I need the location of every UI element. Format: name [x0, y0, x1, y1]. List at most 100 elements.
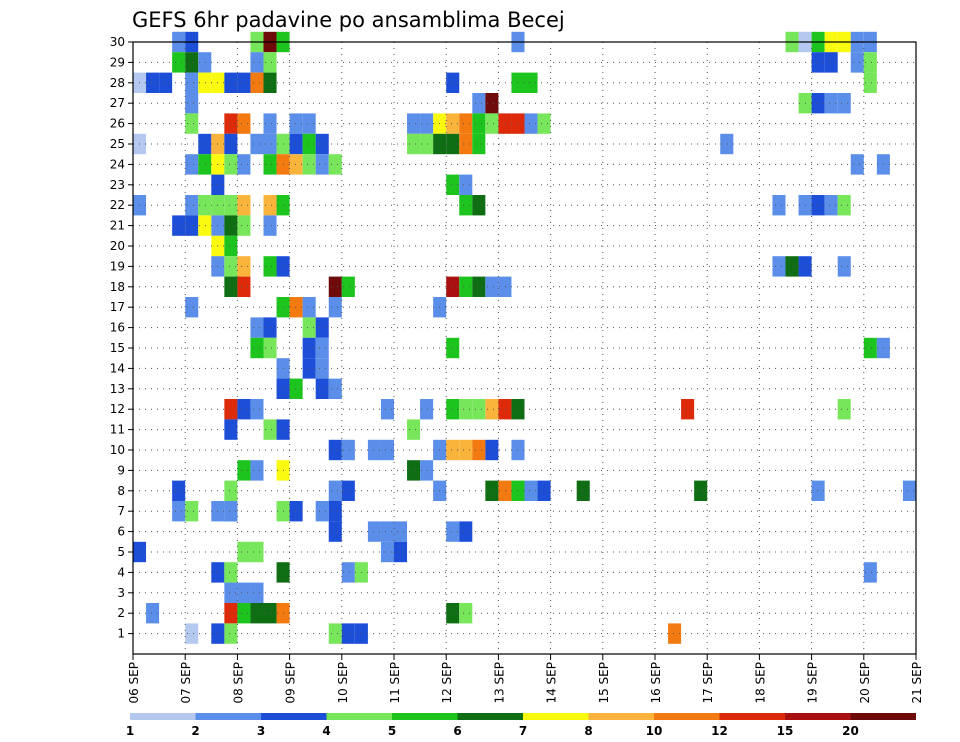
heatmap-cell	[446, 133, 460, 155]
y-tick-label: 22	[110, 198, 125, 212]
heatmap-cell	[380, 521, 394, 542]
heatmap-cell	[237, 582, 251, 603]
heatmap-cell	[185, 52, 199, 73]
heatmap-cell	[537, 113, 551, 134]
heatmap-cell	[263, 195, 277, 216]
colorbar-label: 7	[519, 724, 527, 738]
colorbar-swatch	[326, 713, 392, 720]
heatmap-cell	[263, 337, 277, 359]
heatmap-cell	[485, 276, 499, 297]
heatmap-cell	[302, 358, 316, 379]
heatmap-cell	[472, 133, 486, 155]
heatmap-cell	[394, 541, 408, 563]
y-tick-label: 8	[117, 484, 125, 498]
heatmap-cell	[237, 154, 251, 175]
heatmap-cell	[420, 113, 434, 134]
x-tick-label: 06 SEP	[127, 662, 141, 704]
heatmap-cell	[289, 501, 303, 522]
heatmap-cell	[328, 297, 342, 318]
heatmap-cell	[341, 480, 355, 501]
heatmap-cell	[472, 195, 486, 216]
heatmap-cell	[902, 480, 916, 501]
colorbar-label: 15	[777, 724, 794, 738]
colorbar-swatch	[261, 713, 327, 720]
y-tick-label: 15	[110, 341, 125, 355]
heatmap-cell	[302, 133, 316, 155]
heatmap-cell	[250, 603, 264, 624]
heatmap-cell	[224, 399, 238, 420]
heatmap-cell	[302, 297, 316, 318]
colorbar-swatch	[850, 713, 916, 720]
y-tick-label: 18	[110, 280, 125, 294]
colorbar-label: 4	[322, 724, 330, 738]
heatmap-cell	[315, 133, 329, 155]
heatmap-cell	[485, 113, 499, 134]
heatmap-cell	[172, 52, 186, 73]
colorbar-swatch	[523, 713, 589, 720]
heatmap-cell	[263, 256, 277, 277]
heatmap-cell	[224, 603, 238, 624]
colorbar-label: 10	[646, 724, 663, 738]
y-tick-label: 13	[110, 382, 125, 396]
heatmap-cell	[472, 93, 486, 114]
heatmap-cell	[472, 276, 486, 297]
x-axis: 06 SEP 07 SEP 08 SEP 09 SEP 10 SEP 11 SEP 12 S…	[127, 654, 924, 704]
y-tick-label: 4	[117, 565, 125, 579]
heatmap-cell	[863, 72, 877, 93]
heatmap-cell	[224, 480, 238, 501]
y-tick-label: 24	[110, 157, 125, 171]
x-tick-label: 18 SEP	[753, 662, 767, 704]
heatmap-cell	[485, 480, 499, 501]
heatmap-cell	[198, 72, 212, 93]
x-tick-label: 10 SEP	[336, 662, 350, 704]
heatmap-cell	[485, 399, 499, 420]
x-tick-label: 16 SEP	[649, 662, 663, 704]
heatmap-cell	[850, 52, 864, 73]
heatmap-cell	[446, 603, 460, 624]
heatmap-cell	[850, 154, 864, 175]
heatmap-cell	[485, 439, 499, 461]
heatmap-cell	[302, 154, 316, 175]
heatmap-cell	[263, 419, 277, 440]
heatmap-cell	[446, 439, 460, 461]
heatmap-cell	[302, 317, 316, 338]
heatmap-cell	[224, 562, 238, 583]
heatmap-cell	[159, 72, 173, 93]
x-tick-label: 21 SEP	[910, 662, 924, 704]
heatmap-cell	[250, 52, 264, 73]
heatmap-cell	[237, 256, 251, 277]
y-tick-label: 16	[110, 321, 125, 335]
y-tick-label: 21	[110, 219, 125, 233]
heatmap-cell	[263, 317, 277, 338]
y-tick-label: 27	[110, 96, 125, 110]
heatmap-cell	[472, 113, 486, 134]
heatmap-cell	[250, 72, 264, 93]
heatmap-cell	[315, 154, 329, 175]
y-tick-label: 1	[117, 627, 125, 641]
colorbar-swatch	[457, 713, 523, 720]
heatmap-cell	[837, 93, 851, 114]
x-tick-label: 17 SEP	[701, 662, 715, 704]
y-tick-label: 26	[110, 117, 125, 131]
heatmap-cell	[380, 399, 394, 420]
x-tick-label: 09 SEP	[284, 662, 298, 704]
heatmap-cell	[289, 297, 303, 318]
heatmap-cell	[863, 52, 877, 73]
heatmap-cell	[837, 256, 851, 277]
heatmap-cell	[446, 72, 460, 93]
colorbar-swatch	[195, 713, 261, 720]
heatmap-cell	[811, 480, 825, 501]
heatmap-cell	[263, 52, 277, 73]
heatmap-cell	[302, 337, 316, 359]
heatmap-cell	[341, 439, 355, 461]
heatmap-cell	[446, 276, 460, 297]
heatmap-cell	[420, 460, 434, 481]
heatmap-cell	[459, 133, 473, 155]
heatmap-cell	[524, 480, 538, 501]
heatmap-cell	[328, 521, 342, 542]
heatmap-cell	[289, 154, 303, 175]
heatmap-cell	[446, 521, 460, 542]
colorbar-swatch	[588, 713, 654, 720]
y-tick-label: 2	[117, 606, 125, 620]
